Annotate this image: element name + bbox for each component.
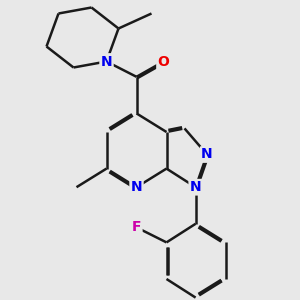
Text: N: N	[190, 180, 201, 194]
Text: N: N	[201, 148, 213, 161]
Text: N: N	[101, 55, 112, 68]
Text: N: N	[131, 180, 142, 194]
Text: F: F	[132, 220, 141, 234]
Text: O: O	[158, 55, 169, 68]
